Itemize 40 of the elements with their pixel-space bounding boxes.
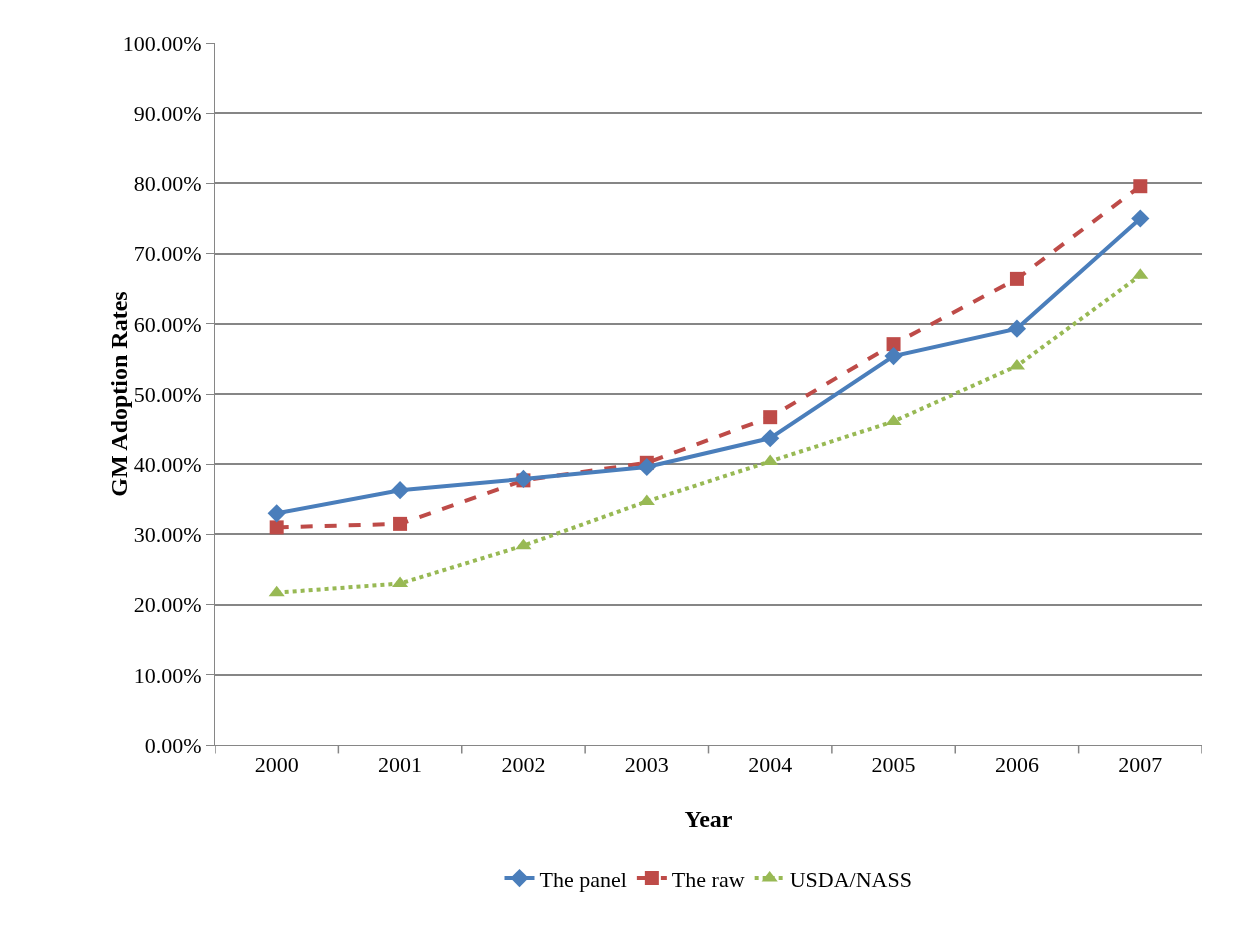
- point: [268, 585, 285, 597]
- y-tick-label: 40.00%: [133, 451, 202, 477]
- y-tick-label: 100.00%: [122, 30, 202, 56]
- point: [1009, 271, 1024, 286]
- point: [1007, 319, 1027, 338]
- y-tick-label: 0.00%: [144, 732, 202, 758]
- point: [761, 429, 780, 448]
- y-tick-label: 20.00%: [133, 592, 202, 618]
- point: [1131, 209, 1150, 228]
- y-tick-label: 30.00%: [133, 522, 202, 548]
- point: [1133, 179, 1148, 194]
- y-tick-label: 10.00%: [133, 662, 202, 688]
- point: [390, 481, 410, 500]
- point: [884, 346, 903, 366]
- y-tick-label: 50.00%: [133, 381, 202, 407]
- x-tick-label: 2006: [994, 752, 1039, 778]
- y-axis-title: GM Adoption Rates: [105, 291, 132, 497]
- point: [514, 469, 533, 489]
- point: [515, 538, 532, 550]
- x-tick-label: 2002: [501, 752, 546, 778]
- x-tick-label: 2007: [1118, 752, 1163, 778]
- x-tick-label: 2000: [254, 752, 299, 778]
- y-tick-label: 70.00%: [133, 241, 202, 267]
- legend-label: USDA/NASS: [789, 866, 912, 892]
- y-tick-label: 90.00%: [133, 100, 202, 126]
- point: [269, 520, 284, 535]
- x-tick-label: 2004: [748, 752, 793, 778]
- point: [267, 504, 286, 523]
- point: [393, 516, 408, 531]
- y-tick-label: 80.00%: [133, 171, 202, 197]
- point: [886, 337, 901, 352]
- y-tick-label: 60.00%: [133, 311, 202, 337]
- point: [763, 410, 778, 425]
- x-tick-label: 2003: [624, 752, 669, 778]
- x-axis-title: Year: [684, 806, 733, 832]
- legend-label: The panel: [539, 866, 627, 892]
- legend-label: The raw: [671, 866, 745, 892]
- point: [637, 457, 656, 477]
- x-tick-label: 2005: [871, 752, 916, 778]
- x-tick-label: 2001: [378, 752, 423, 778]
